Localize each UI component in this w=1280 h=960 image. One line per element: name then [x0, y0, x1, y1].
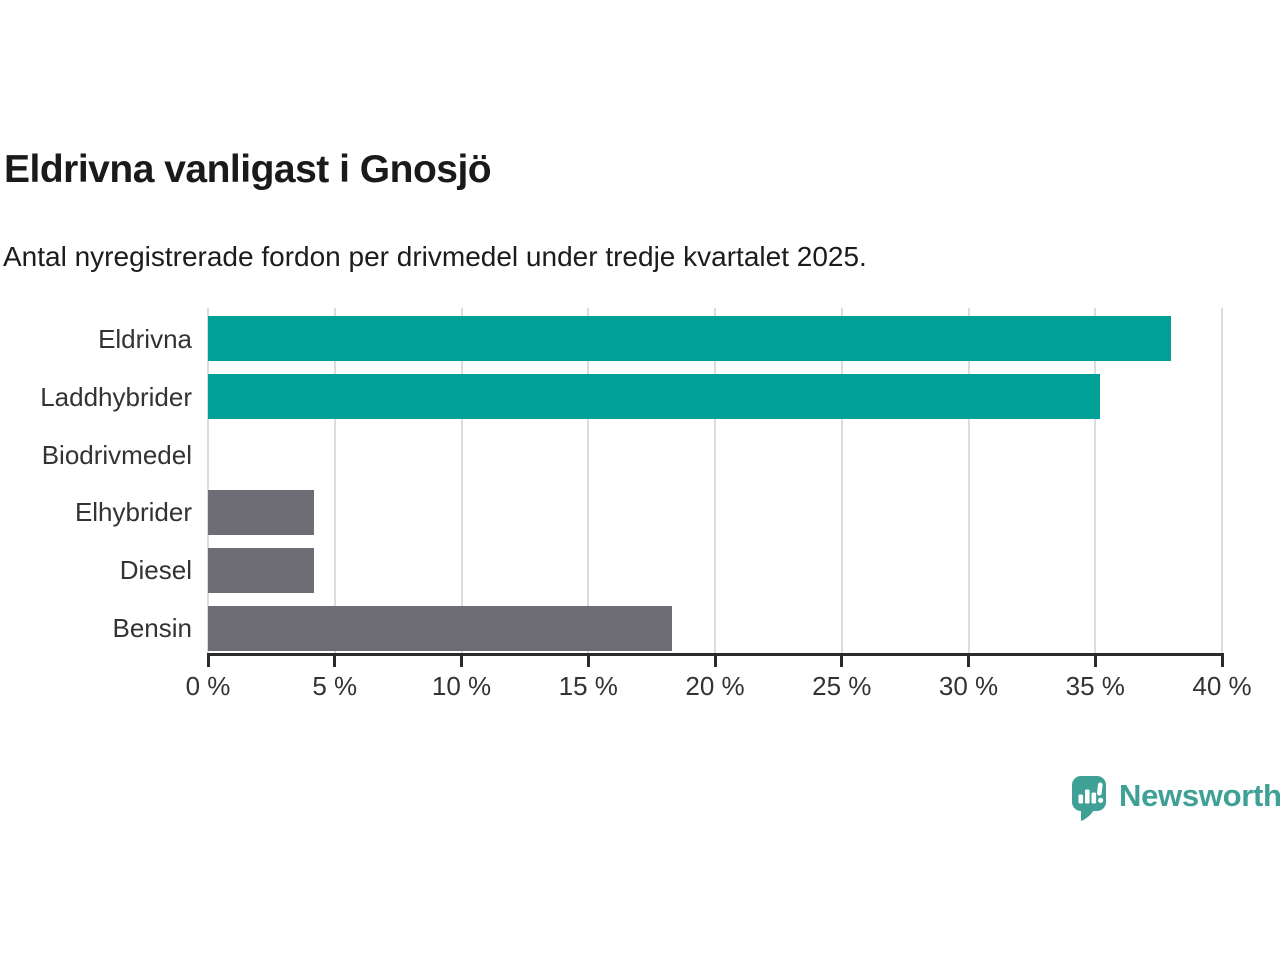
x-tick-mark-10: [460, 653, 463, 667]
x-tick-mark-0: [206, 653, 210, 667]
category-label-eldrivna: Eldrivna: [98, 323, 192, 354]
x-tick-label-10: 10 %: [431, 671, 492, 701]
x-tick-label-0: 0 %: [185, 671, 231, 701]
gridline-15: [587, 308, 590, 655]
category-label-elhybrider: Elhybrider: [74, 497, 192, 528]
gridline-35: [1094, 308, 1097, 655]
category-label-diesel: Diesel: [119, 555, 192, 586]
gridline-10: [460, 308, 463, 655]
plot-area: Eldrivna Laddhybrider Biodrivmedel Elhybrid…: [40, 308, 1223, 655]
x-tick-label-35: 35 %: [1065, 671, 1125, 701]
x-tick-label-20: 20 %: [685, 671, 745, 701]
newsworthy-logo-icon: [1072, 776, 1106, 821]
gridline-30: [967, 308, 970, 655]
gridline-5: [333, 308, 336, 655]
gridline-25: [840, 308, 843, 655]
x-tick-mark-20: [713, 653, 717, 667]
x-tick-mark-15: [586, 653, 590, 667]
category-label-biodrivmedel: Biodrivmedel: [41, 439, 192, 470]
x-tick-label-30: 30 %: [938, 671, 999, 701]
bar-elhybrider: [208, 489, 315, 535]
x-tick-mark-5: [333, 653, 337, 667]
x-tick-label-25: 25 %: [812, 671, 872, 701]
category-label-laddhybrider: Laddhybrider: [40, 381, 192, 412]
newsworthy-logo: Newsworthy: [1071, 775, 1280, 823]
x-tick-mark-40: [1220, 653, 1224, 667]
bar-diesel: [208, 547, 315, 593]
x-tick-mark-30: [967, 653, 970, 667]
x-tick-mark-35: [1093, 653, 1097, 667]
x-tick-label-15: 15 %: [558, 671, 618, 701]
gridline-40: [1221, 308, 1223, 655]
x-tick-label-40: 40 %: [1192, 671, 1252, 701]
bar-eldrivna: [208, 316, 1172, 362]
bar-bensin: [208, 605, 672, 651]
chart-subtitle: Antal nyregistrerade fordon per drivmede…: [3, 241, 867, 272]
chart-title: Eldrivna vanligast i Gnosjö: [4, 148, 492, 191]
gridline-0: [207, 308, 209, 655]
newsworthy-logo-text: Newsworthy: [1119, 778, 1280, 813]
x-tick-label-5: 5 %: [312, 671, 358, 701]
x-tick-mark-25: [840, 653, 844, 667]
gridline-20: [714, 308, 716, 655]
category-label-bensin: Bensin: [112, 613, 193, 644]
bar-laddhybrider: [208, 374, 1101, 420]
